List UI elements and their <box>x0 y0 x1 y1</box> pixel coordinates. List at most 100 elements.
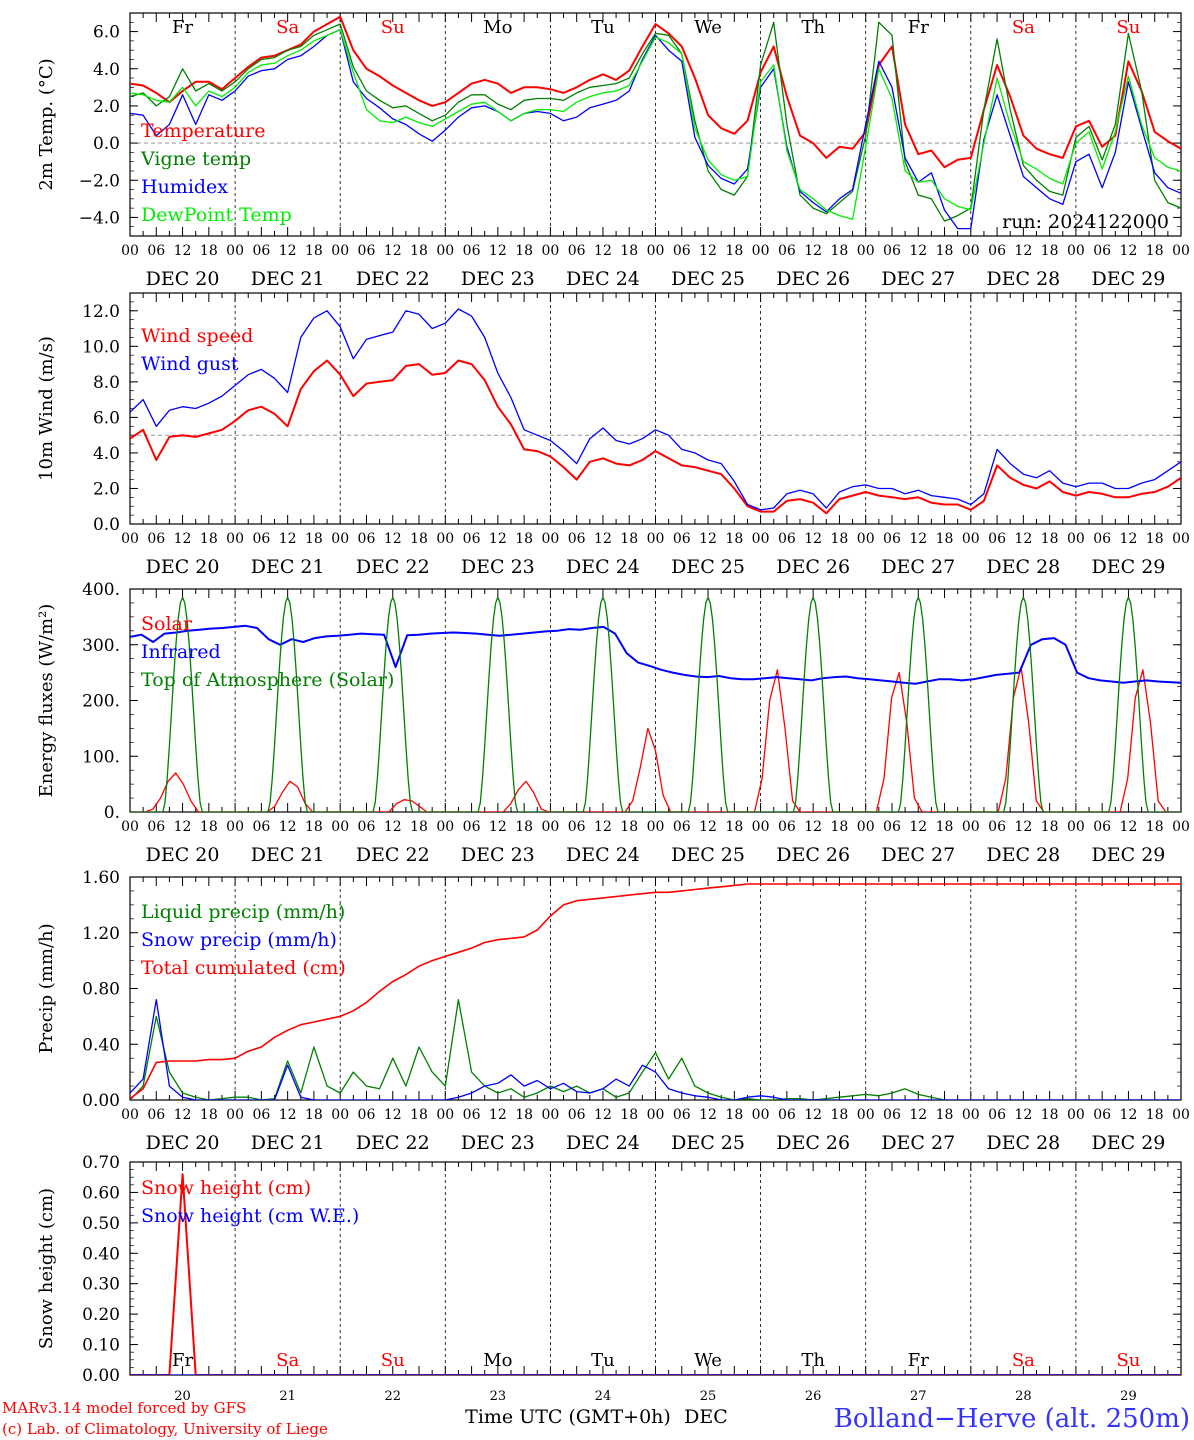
x-hour-label: 00 <box>857 531 875 547</box>
x-date-label: DEC 21 <box>251 268 325 290</box>
x-hour-label: 00 <box>962 1107 980 1123</box>
bottom-day-number: 29 <box>1120 1389 1137 1404</box>
x-date-label: DEC 23 <box>461 1132 535 1154</box>
y-tick-label: 0.40 <box>82 1035 120 1055</box>
x-hour-label: 00 <box>541 243 559 259</box>
x-hour-label: 18 <box>305 819 323 835</box>
x-hour-label: 12 <box>174 531 192 547</box>
x-date-label: DEC 24 <box>566 556 640 578</box>
x-hour-label: 06 <box>883 531 901 547</box>
legend-entry: Vigne temp <box>140 148 251 170</box>
x-hour-label: 00 <box>226 243 244 259</box>
top-day-name: Sa <box>276 17 299 38</box>
y-tick-label: 0.00 <box>82 1091 120 1111</box>
x-hour-label: 12 <box>594 1107 612 1123</box>
y-tick-label: 100. <box>82 747 120 767</box>
series-line-1 <box>130 359 1181 515</box>
x-hour-label: 06 <box>1093 531 1111 547</box>
series-group <box>130 883 1181 1100</box>
bottom-day-number: 20 <box>174 1389 191 1404</box>
y-tick-label: 300. <box>82 636 120 656</box>
x-date-label: DEC 26 <box>776 556 850 578</box>
x-hour-label: 06 <box>988 531 1006 547</box>
x-hour-label: 00 <box>752 819 770 835</box>
x-hour-label: 00 <box>752 531 770 547</box>
x-hour-label: 18 <box>410 243 428 259</box>
x-hour-label: 00 <box>436 243 454 259</box>
x-hour-label: 12 <box>699 819 717 835</box>
run-annotation: run: 2024122000 <box>1002 211 1169 233</box>
top-day-name: We <box>694 17 722 38</box>
x-hour-label: 18 <box>725 1107 743 1123</box>
series-line-4 <box>130 29 1181 220</box>
x-date-label: DEC 23 <box>461 556 535 578</box>
x-hour-label: 06 <box>778 243 796 259</box>
legend-entry: DewPoint Temp <box>141 204 292 226</box>
x-hour-label: 18 <box>620 531 638 547</box>
x-date-label: DEC 27 <box>881 844 955 866</box>
x-hour-label: 06 <box>358 531 376 547</box>
legend-entry: Top of Atmosphere (Solar) <box>141 669 394 691</box>
x-hour-label: 06 <box>988 1107 1006 1123</box>
x-hour-label: 12 <box>804 819 822 835</box>
x-hour-label: 12 <box>594 531 612 547</box>
x-hour-label: 00 <box>1172 1107 1190 1123</box>
x-hour-label: 12 <box>489 819 507 835</box>
x-date-label: DEC 27 <box>881 1132 955 1154</box>
x-hour-label: 00 <box>752 1107 770 1123</box>
x-hour-label: 12 <box>489 1107 507 1123</box>
legend-entry: Infrared <box>141 641 221 663</box>
x-hour-label: 18 <box>515 243 533 259</box>
y-tick-label: −2.0 <box>79 171 120 191</box>
x-hour-label: 00 <box>541 1107 559 1123</box>
x-hour-label: 18 <box>515 531 533 547</box>
x-hour-label: 18 <box>936 1107 954 1123</box>
bottom-day-name: Mo <box>483 1350 512 1371</box>
x-hour-label: 06 <box>568 243 586 259</box>
bottom-day-name: Sa <box>1012 1350 1035 1371</box>
x-hour-label: 00 <box>226 531 244 547</box>
x-hour-label: 06 <box>463 243 481 259</box>
y-tick-label: 200. <box>82 692 120 712</box>
plot-frame <box>129 12 1182 237</box>
x-hour-label: 12 <box>909 531 927 547</box>
x-hour-label: 18 <box>936 243 954 259</box>
x-date-label: DEC 21 <box>251 1132 325 1154</box>
x-hour-label: 00 <box>1067 531 1085 547</box>
x-hour-label: 00 <box>962 243 980 259</box>
x-date-label: DEC 26 <box>776 268 850 290</box>
legend-entry: Humidex <box>141 176 228 198</box>
bottom-day-number: 24 <box>595 1389 612 1404</box>
x-hour-label: 06 <box>1093 1107 1111 1123</box>
x-hour-label: 12 <box>1014 531 1032 547</box>
x-hour-label: 00 <box>331 531 349 547</box>
x-hour-label: 06 <box>778 819 796 835</box>
x-hour-label: 00 <box>752 243 770 259</box>
x-date-label: DEC 25 <box>671 268 745 290</box>
y-tick-label: 1.60 <box>82 868 120 888</box>
x-hour-label: 06 <box>673 531 691 547</box>
x-hour-label: 00 <box>647 243 665 259</box>
x-hour-label: 18 <box>725 819 743 835</box>
x-hour-label: 18 <box>831 819 849 835</box>
x-hour-label: 18 <box>831 531 849 547</box>
legend-entry: Snow height (cm) <box>141 1177 311 1199</box>
y-tick-label: 4.0 <box>93 444 120 464</box>
y-tick-label: 8.0 <box>93 373 120 393</box>
y-tick-label: 0.50 <box>82 1214 120 1234</box>
series-line-2 <box>130 21 1181 222</box>
bottom-day-number: 26 <box>805 1389 822 1404</box>
bottom-day-name: Fr <box>908 1350 929 1371</box>
series-line-2 <box>130 308 1181 511</box>
y-tick-label: 0.70 <box>82 1153 120 1173</box>
x-hour-label: 18 <box>200 819 218 835</box>
y-axis-label: Snow height (cm) <box>36 1188 57 1349</box>
x-date-label: DEC 28 <box>986 268 1060 290</box>
x-hour-label: 00 <box>1067 243 1085 259</box>
top-day-name: Mo <box>483 17 512 38</box>
bottom-day-name: Th <box>801 1350 825 1371</box>
x-hour-label: 18 <box>305 243 323 259</box>
model-credit: MARv3.14 model forced by GFS <box>2 1399 246 1417</box>
y-tick-label: 6.0 <box>93 23 120 43</box>
x-hour-label: 00 <box>962 819 980 835</box>
